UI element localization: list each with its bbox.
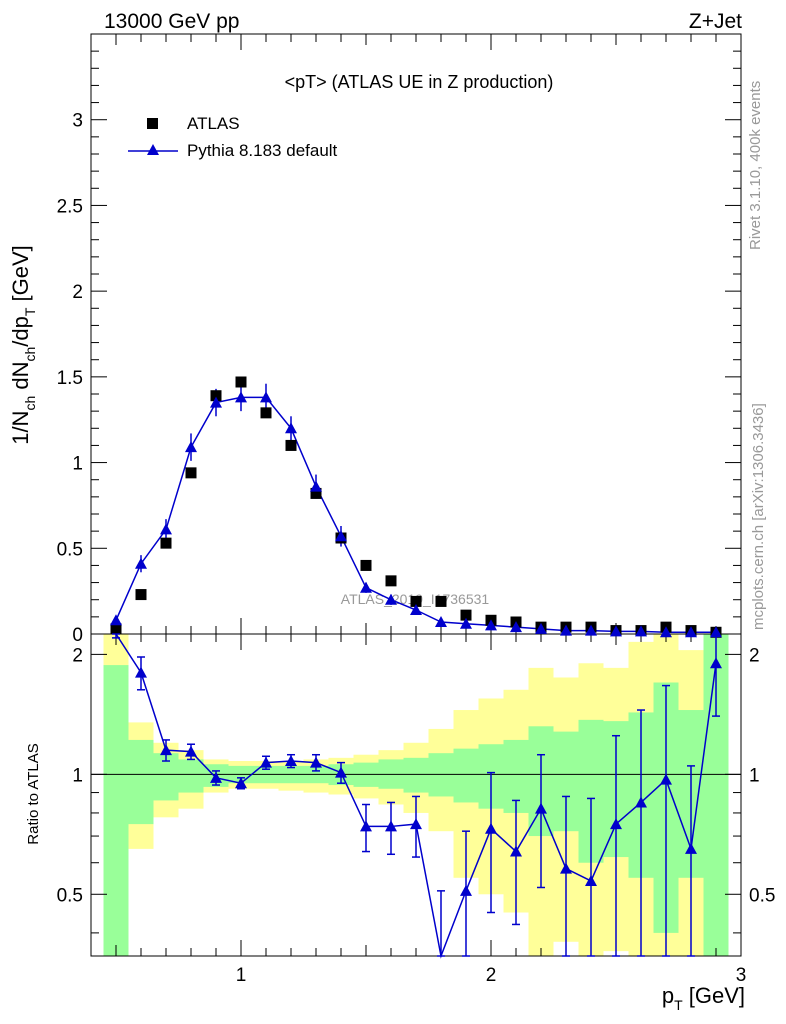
ratio-point <box>335 766 347 778</box>
pythia-point <box>585 624 597 636</box>
pythia-point <box>410 604 422 615</box>
ratio-point <box>610 818 622 830</box>
atlas-point <box>260 407 272 419</box>
ratio-xtick-label: 3 <box>736 965 747 986</box>
atlas-point <box>410 595 422 607</box>
ratio-point <box>685 842 697 854</box>
ratio-point <box>210 771 222 783</box>
pythia-point <box>460 617 472 629</box>
ratio-point <box>285 755 297 767</box>
ratio-ytick-label-right: 0.5 <box>749 885 775 906</box>
plot-title: <pT> (ATLAS UE in Z production) <box>285 72 554 92</box>
ratio-point <box>385 820 397 832</box>
pythia-point <box>135 557 147 569</box>
ratio-point <box>585 874 597 886</box>
main-ytick-label: 1.5 <box>57 368 83 389</box>
pythia-point <box>660 626 672 638</box>
ratio-point <box>510 845 522 857</box>
ratio-point <box>560 862 572 874</box>
pythia-point <box>110 614 122 626</box>
atlas-point <box>135 589 147 601</box>
ratio-point <box>460 884 472 896</box>
legend-pythia-marker <box>147 144 159 155</box>
atlas-point <box>385 575 397 587</box>
pythia-point <box>485 619 497 631</box>
legend-pythia-label: Pythia 8.183 default <box>187 141 338 160</box>
pythia-point <box>160 523 172 535</box>
atlas-point <box>210 390 222 402</box>
pythia-point <box>210 396 222 408</box>
inner-band-bin-12 <box>403 757 429 793</box>
pythia-point <box>535 622 547 634</box>
atlas-point <box>160 537 172 549</box>
inner-band-bin-3 <box>178 759 204 793</box>
pythia-point <box>360 581 372 593</box>
atlas-point <box>185 467 197 479</box>
pythia-point <box>510 621 522 633</box>
x-axis-title: pT [GeV] <box>662 983 745 1013</box>
main-ytick-label: 1 <box>72 454 83 475</box>
ratio-ytick-label-left: 1 <box>72 765 83 786</box>
ratio-data-marks <box>112 633 722 959</box>
main-data-marks <box>110 376 722 638</box>
pythia-point <box>285 422 297 434</box>
ratio-point <box>310 756 322 768</box>
pythia-point <box>435 616 447 627</box>
main-ytick-label: 2.5 <box>57 196 83 217</box>
ratio-ytick-label-left: 0.5 <box>57 885 83 906</box>
ratio-uncertainty-bands <box>103 634 729 956</box>
inner-band-bin-14 <box>453 748 479 803</box>
ratio-ytick-label-right: 1 <box>749 765 760 786</box>
ratio-point <box>235 777 247 789</box>
ratio-point <box>535 802 547 814</box>
ratio-point <box>160 744 172 756</box>
inner-band-bin-0 <box>103 665 129 956</box>
main-ytick-label: 2 <box>72 282 83 303</box>
legend-atlas-label: ATLAS <box>187 114 240 133</box>
main-ytick-label: 0 <box>72 625 83 646</box>
atlas-point <box>285 439 297 451</box>
beam-label: 13000 GeV pp <box>104 10 239 33</box>
ratio-ytick-label-left: 2 <box>72 645 83 666</box>
atlas-point <box>310 487 322 499</box>
axis-tick-labels: 0 0.5 1 1.5 2 2.5 3 1 2 3 0.5 0.5 1 1 2 2 <box>57 111 776 986</box>
ratio-point <box>635 796 647 808</box>
ratio-xtick-label: 1 <box>236 965 247 986</box>
atlas-point <box>110 623 122 635</box>
legend-atlas-marker <box>147 118 158 129</box>
pythia-point <box>560 624 572 636</box>
pythia-point <box>635 625 647 637</box>
pythia-point <box>260 391 272 403</box>
pythia-point <box>335 530 347 542</box>
pythia-point <box>385 593 397 605</box>
process-label: Z+Jet <box>689 10 742 33</box>
ratio-point <box>260 756 272 768</box>
mcplots-label: mcplots.cern.ch [arXiv:1306.3436] <box>750 403 767 630</box>
main-ytick-label: 0.5 <box>57 539 83 560</box>
main-ytick-label: 3 <box>72 111 83 132</box>
ratio-point <box>360 820 372 832</box>
inner-band-bin-1 <box>128 739 154 825</box>
ratio-point <box>660 773 672 785</box>
ratio-y-axis-title: Ratio to ATLAS <box>25 743 42 844</box>
ratio-point <box>185 745 197 757</box>
ratio-ytick-label-right: 2 <box>749 645 760 666</box>
ratio-point <box>485 822 497 834</box>
atlas-point <box>460 609 472 621</box>
pythia-point <box>610 625 622 637</box>
pythia-point <box>235 391 247 403</box>
ratio-xtick-label: 2 <box>486 965 497 986</box>
main-y-axis-title: 1/Nch dNch/dpT [GeV] <box>8 245 38 445</box>
rivet-version-label: Rivet 3.1.10, 400k events <box>747 81 764 250</box>
pythia-point <box>685 626 697 638</box>
ratio-point <box>135 666 147 678</box>
pythia-point <box>310 480 322 492</box>
atlas-point <box>435 595 447 607</box>
pythia-point <box>185 441 197 453</box>
atlas-point <box>360 559 372 571</box>
atlas-point <box>235 376 247 388</box>
ratio-point <box>410 818 422 830</box>
ratio-point <box>710 657 722 669</box>
